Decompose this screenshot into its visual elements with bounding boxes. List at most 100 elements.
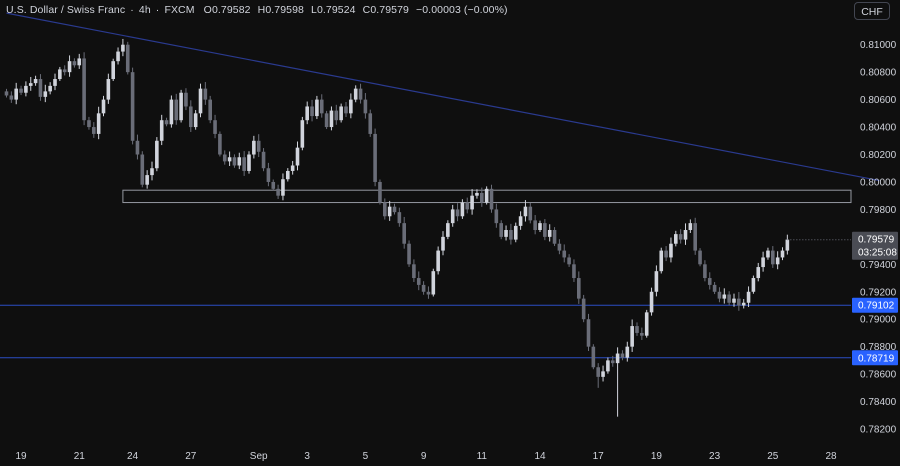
candle-body <box>504 230 508 237</box>
candle-body <box>722 294 727 299</box>
candle-body <box>727 294 731 303</box>
candle-body <box>746 291 751 303</box>
time-tick-label: 28 <box>825 451 837 462</box>
candle-body <box>198 88 203 114</box>
open-value: 0.79582 <box>211 4 251 16</box>
price-tick-label: 0.78800 <box>860 342 897 353</box>
price-tick-label: 0.80200 <box>860 150 897 161</box>
candle-body <box>741 302 746 306</box>
candle-body <box>698 250 702 265</box>
candle-body <box>586 319 591 347</box>
currency-button[interactable]: CHF <box>854 2 890 20</box>
plot-area <box>0 12 880 417</box>
candle-body <box>72 61 77 66</box>
time-tick-label: 21 <box>74 451 86 462</box>
candle-body <box>547 230 552 237</box>
candle-body <box>227 157 232 162</box>
exchange: FXCM <box>164 4 195 16</box>
candle-body <box>513 225 518 240</box>
time-axis[interactable]: 19 21 24 27 Sep 3 5 9 11 14 17 19 23 25 28 <box>15 451 837 462</box>
candle-body <box>121 44 125 52</box>
candle-body <box>455 209 460 217</box>
candle-body <box>58 69 62 80</box>
candle-body <box>397 212 402 224</box>
candle-body <box>353 88 358 100</box>
candle-body <box>53 79 57 86</box>
time-tick-label: Sep <box>250 451 268 462</box>
candle-body <box>33 79 38 84</box>
candle-body <box>14 88 18 100</box>
time-tick-label: 19 <box>651 451 663 462</box>
candle-body <box>218 133 222 155</box>
candle-body <box>150 168 154 176</box>
candle-body <box>446 223 450 237</box>
support-price-label: 0.78719 <box>858 353 895 364</box>
candle-body <box>441 236 445 251</box>
candle-body <box>101 99 106 114</box>
candle-body <box>169 99 174 125</box>
candle-body <box>281 179 285 196</box>
candle-body <box>688 223 693 230</box>
candle-body <box>421 284 426 292</box>
trendline <box>6 12 880 182</box>
candle-body <box>261 151 266 169</box>
symbol-name[interactable]: U.S. Dollar / Swiss Franc <box>6 4 126 16</box>
candle-body <box>252 140 256 155</box>
candle-body <box>766 250 770 258</box>
candle-body <box>116 51 120 62</box>
support-price-label: 0.79102 <box>858 301 895 312</box>
candle-body <box>305 106 309 121</box>
candle-body <box>596 367 600 377</box>
candle-body <box>315 99 319 117</box>
price-axis[interactable]: 0.81000 0.80800 0.80600 0.80400 0.80200 0.800… <box>860 40 897 435</box>
candle-body <box>703 264 707 279</box>
candle-body <box>92 127 96 134</box>
candle-body <box>606 360 610 372</box>
candle-body <box>247 154 251 171</box>
time-tick-label: 3 <box>304 451 310 462</box>
candle-body <box>470 195 474 210</box>
candle-body <box>67 61 72 73</box>
candle-body <box>591 346 596 368</box>
candle-body <box>164 120 169 125</box>
close-label: C <box>362 4 371 16</box>
candle-body <box>111 61 115 80</box>
candle-body <box>712 284 717 292</box>
candle-body <box>242 157 246 171</box>
candle-body <box>659 250 664 272</box>
candle-body <box>567 257 571 265</box>
candle-body <box>538 223 542 230</box>
timeframe[interactable]: 4h <box>138 4 151 16</box>
candle-body <box>145 175 149 185</box>
candle-body <box>184 92 188 107</box>
candle-body <box>295 147 300 166</box>
candle-body <box>480 192 484 203</box>
time-tick-label: 14 <box>534 451 546 462</box>
time-tick-label: 25 <box>767 451 779 462</box>
time-tick-label: 27 <box>185 451 197 462</box>
candle-body <box>499 223 503 237</box>
candle-body <box>528 206 533 221</box>
candle-body <box>87 120 91 128</box>
candle-body <box>237 157 242 166</box>
candle-body <box>630 326 634 347</box>
candle-body <box>232 157 237 166</box>
candle-body <box>179 92 183 121</box>
candle-body <box>28 83 33 86</box>
candle-body <box>450 209 455 224</box>
price-tick-label: 0.80800 <box>860 68 897 79</box>
price-tick-label: 0.80600 <box>860 95 897 106</box>
candle-body <box>674 234 678 244</box>
last-price-label: 0.79579 <box>858 235 895 246</box>
candle-body <box>780 250 785 258</box>
candle-body <box>189 106 193 128</box>
candle-body <box>19 88 23 93</box>
candle-body <box>669 243 673 258</box>
low-value: 0.79524 <box>316 4 356 16</box>
candle-body <box>106 79 111 100</box>
candle-body <box>416 278 421 285</box>
candle-body <box>562 250 567 258</box>
candle-body <box>431 271 436 295</box>
